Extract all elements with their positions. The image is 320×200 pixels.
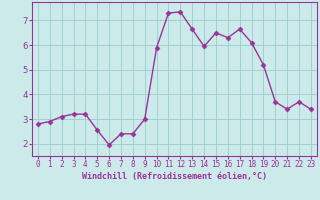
X-axis label: Windchill (Refroidissement éolien,°C): Windchill (Refroidissement éolien,°C) [82, 172, 267, 181]
